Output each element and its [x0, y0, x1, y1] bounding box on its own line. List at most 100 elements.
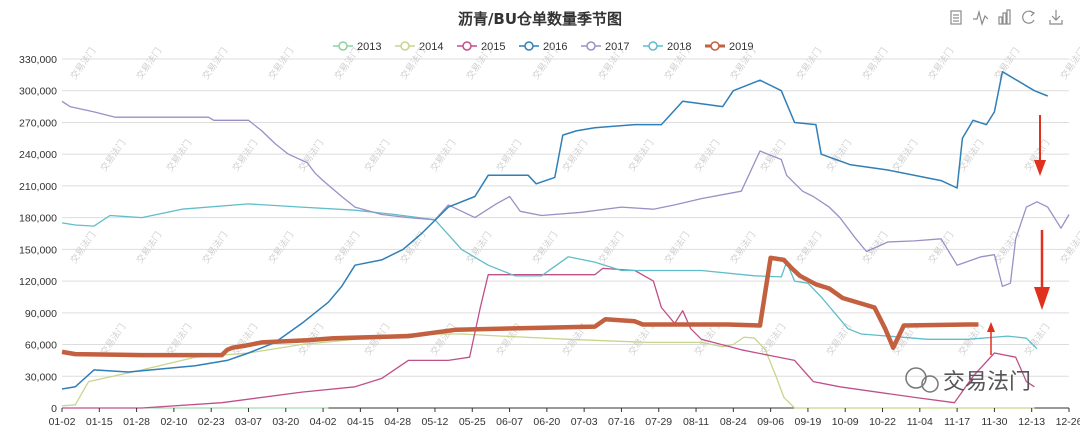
legend-label: 2013 — [357, 41, 381, 53]
y-axis: 0 30,000 60,000 90,000 120,000 150,000 180,000… — [19, 54, 57, 415]
line-chart-icon[interactable] — [973, 9, 989, 27]
x-tick-label: 11-04 — [907, 416, 933, 428]
watermark-text: 交易法门 — [200, 229, 230, 265]
y-tick-label: 150,000 — [19, 244, 57, 256]
x-tick-label: 08-24 — [720, 416, 747, 428]
x-tick-label: 05-25 — [459, 416, 486, 428]
watermark-text: 交易法门 — [332, 229, 362, 265]
watermark-text: 交易法门 — [266, 229, 296, 265]
y-tick-label: 60,000 — [25, 340, 57, 352]
watermark-text: 交易法门 — [926, 45, 956, 81]
x-tick-label: 12-26 — [1056, 416, 1080, 428]
bar-chart-icon[interactable] — [998, 9, 1011, 25]
x-tick-label: 01-28 — [123, 416, 150, 428]
download-icon[interactable] — [1049, 10, 1063, 25]
watermark-text: 交易法门 — [1022, 321, 1052, 357]
y-tick-label: 270,000 — [19, 117, 57, 129]
refresh-icon[interactable] — [1022, 10, 1036, 24]
watermark-text: 交易法门 — [1058, 45, 1080, 81]
legend-swatch-marker — [462, 41, 472, 51]
legend-item-2014[interactable]: 2014 — [395, 41, 443, 53]
legend-label: 2017 — [605, 41, 629, 53]
watermark-text: 交易法门 — [626, 137, 656, 173]
y-tick-label: 330,000 — [19, 54, 57, 66]
series-line-2018 — [61, 203, 1038, 350]
watermark-text: 交易法门 — [464, 45, 494, 81]
watermark-text: 交易法门 — [596, 229, 626, 265]
legend-swatch-marker — [710, 41, 720, 51]
watermark-text: 交易法门 — [98, 137, 128, 173]
y-tick-label: 30,000 — [25, 371, 57, 383]
watermark-text: 交易法门 — [398, 229, 428, 265]
legend-item-2019[interactable]: 2019 — [705, 41, 753, 53]
watermark-text: 交易法门 — [398, 45, 428, 81]
y-tick-label: 90,000 — [25, 308, 57, 320]
x-tick-label: 09-06 — [757, 416, 784, 428]
x-tick-label: 04-15 — [347, 416, 374, 428]
watermark-text: 交易法门 — [1058, 229, 1080, 265]
y-tick-label: 180,000 — [19, 213, 57, 225]
x-tick-label: 02-23 — [198, 416, 225, 428]
legend-item-2015[interactable]: 2015 — [457, 41, 505, 53]
watermark-text: 交易法门 — [266, 45, 296, 81]
legend-label: 2015 — [481, 41, 505, 53]
watermark-text: 交易法门 — [890, 137, 920, 173]
series-line-2015 — [62, 267, 1035, 409]
chart-title: 沥青/BU仓单数量季节图 — [458, 10, 622, 28]
watermark-text: 交易法门 — [692, 321, 722, 357]
watermark-text: 交易法门 — [68, 45, 98, 81]
legend-item-2016[interactable]: 2016 — [519, 41, 567, 53]
y-tick-label: 0 — [51, 403, 57, 415]
legend-label: 2014 — [419, 41, 443, 53]
legend-item-2017[interactable]: 2017 — [581, 41, 629, 53]
x-tick-label: 06-20 — [533, 416, 560, 428]
watermark-text: 交易法门 — [134, 45, 164, 81]
x-tick-label: 07-29 — [645, 416, 672, 428]
annotation-arrow-up — [987, 322, 995, 355]
x-tick-label: 05-12 — [422, 416, 449, 428]
y-tick-label: 240,000 — [19, 149, 57, 161]
series-line-2019 — [61, 255, 979, 358]
x-tick-label: 03-07 — [235, 416, 262, 428]
series-layer — [61, 70, 1070, 409]
watermark-text: 交易法门 — [728, 229, 758, 265]
legend-label: 2019 — [729, 41, 753, 53]
watermark-text: 交易法门 — [926, 229, 956, 265]
series-line-2017 — [61, 100, 1070, 288]
watermark-text: 交易法门 — [428, 137, 458, 173]
watermark-text: 交易法门 — [1022, 137, 1052, 173]
watermark-text: 交易法门 — [560, 137, 590, 173]
x-tick-label: 02-10 — [160, 416, 187, 428]
series-line-2016 — [61, 70, 1048, 390]
x-tick-label: 10-09 — [832, 416, 859, 428]
watermark-text: 交易法门 — [692, 137, 722, 173]
brand-logo: 交易法门 — [905, 367, 1031, 395]
watermark-text: 交易法门 — [200, 45, 230, 81]
watermark-text: 交易法门 — [824, 321, 854, 357]
legend-item-2018[interactable]: 2018 — [643, 41, 691, 53]
data-view-icon[interactable] — [950, 10, 962, 25]
x-tick-label: 11-30 — [981, 416, 1007, 428]
watermark-text: 交易法门 — [662, 229, 692, 265]
legend-swatch-marker — [586, 41, 596, 51]
y-tick-label: 120,000 — [19, 276, 57, 288]
watermark-text: 交易法门 — [164, 137, 194, 173]
watermark-text: 交易法门 — [794, 45, 824, 81]
legend: 2013 2014 2015 2016 2017 2018 2019 — [333, 41, 753, 53]
y-tick-label: 210,000 — [19, 181, 57, 193]
watermark-text: 交易法门 — [794, 229, 824, 265]
annotation-arrow-down-small — [1034, 115, 1046, 176]
x-tick-label: 07-03 — [571, 416, 598, 428]
x-tick-label: 06-07 — [496, 416, 523, 428]
watermark-text: 交易法门 — [860, 45, 890, 81]
watermark-text: 交易法门 — [824, 137, 854, 173]
watermark-text: 交易法门 — [362, 137, 392, 173]
legend-label: 2016 — [543, 41, 567, 53]
legend-item-2013[interactable]: 2013 — [333, 41, 381, 53]
watermark-text: 交易法门 — [332, 45, 362, 81]
watermark-text: 交易法门 — [134, 229, 164, 265]
series-line-2014 — [61, 333, 1035, 409]
watermark-text: 交易法门 — [530, 229, 560, 265]
watermark-text: 交易法门 — [626, 321, 656, 357]
